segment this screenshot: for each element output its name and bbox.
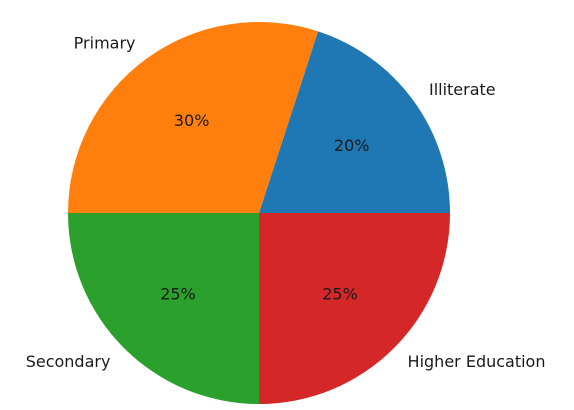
pie-slice-primary [68,22,319,214]
pie-slice-illiterate [259,31,450,213]
slice-label-illiterate: Illiterate [429,80,496,99]
pie-slice-secondary [68,213,259,404]
percent-label-primary: 30% [174,111,210,130]
percent-label-secondary: 25% [160,285,196,304]
slice-label-secondary: Secondary [26,352,111,371]
percent-label-illiterate: 20% [334,136,370,155]
pie-slice-higher-education [259,213,450,404]
pie-slices [68,22,450,404]
pie-labels: Illiterate 20% Primary 30% Secondary 25% Highe… [26,34,546,372]
percent-label-higher-education: 25% [322,285,358,304]
slice-label-primary: Primary [74,34,136,53]
slice-label-higher-education: Higher Education [408,352,546,371]
